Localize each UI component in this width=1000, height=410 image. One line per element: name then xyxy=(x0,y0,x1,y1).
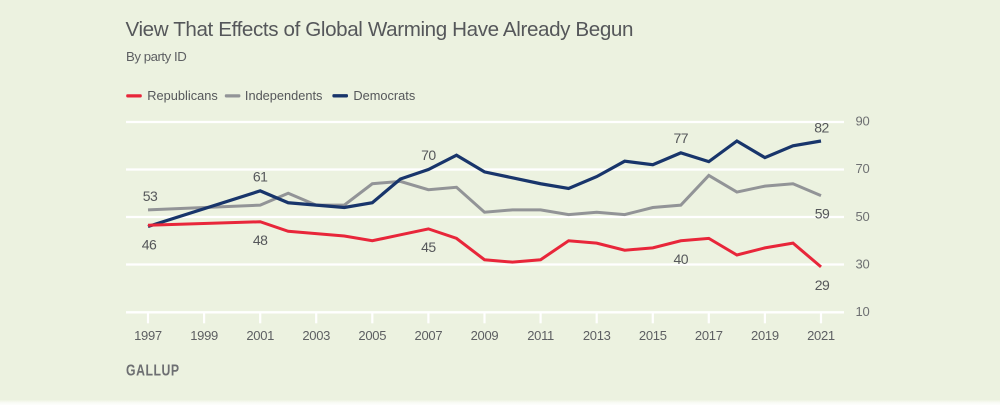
svg-text:1997: 1997 xyxy=(134,328,162,343)
svg-text:45: 45 xyxy=(421,239,436,255)
svg-text:2015: 2015 xyxy=(639,328,667,343)
svg-text:2009: 2009 xyxy=(471,328,499,343)
svg-text:2013: 2013 xyxy=(583,328,611,343)
svg-text:70: 70 xyxy=(855,161,869,176)
svg-text:Democrats: Democrats xyxy=(353,88,415,103)
svg-text:40: 40 xyxy=(674,251,689,267)
svg-text:2021: 2021 xyxy=(807,328,835,343)
svg-text:77: 77 xyxy=(674,130,689,146)
svg-text:82: 82 xyxy=(814,119,829,135)
svg-text:70: 70 xyxy=(421,147,436,163)
svg-text:48: 48 xyxy=(253,232,268,248)
svg-text:Independents: Independents xyxy=(245,88,323,103)
svg-text:2019: 2019 xyxy=(751,328,779,343)
svg-text:59: 59 xyxy=(815,206,830,222)
svg-text:1999: 1999 xyxy=(190,328,218,343)
svg-text:Republicans: Republicans xyxy=(147,88,217,103)
svg-text:29: 29 xyxy=(815,277,830,293)
svg-text:46: 46 xyxy=(142,237,157,253)
svg-text:2017: 2017 xyxy=(695,328,723,343)
svg-text:30: 30 xyxy=(855,256,869,271)
svg-text:2001: 2001 xyxy=(246,328,274,343)
svg-text:2011: 2011 xyxy=(527,328,554,343)
svg-text:View That Effects of Global Wa: View That Effects of Global Warming Have… xyxy=(126,18,634,41)
svg-text:2005: 2005 xyxy=(358,328,386,343)
svg-text:By party ID: By party ID xyxy=(126,49,186,64)
svg-text:2007: 2007 xyxy=(415,328,443,343)
svg-text:GALLUP: GALLUP xyxy=(126,361,180,379)
svg-text:61: 61 xyxy=(253,168,268,184)
svg-text:2003: 2003 xyxy=(302,328,330,343)
svg-text:50: 50 xyxy=(855,209,869,224)
svg-text:90: 90 xyxy=(855,114,869,129)
svg-text:10: 10 xyxy=(855,304,869,319)
svg-text:53: 53 xyxy=(143,188,158,204)
